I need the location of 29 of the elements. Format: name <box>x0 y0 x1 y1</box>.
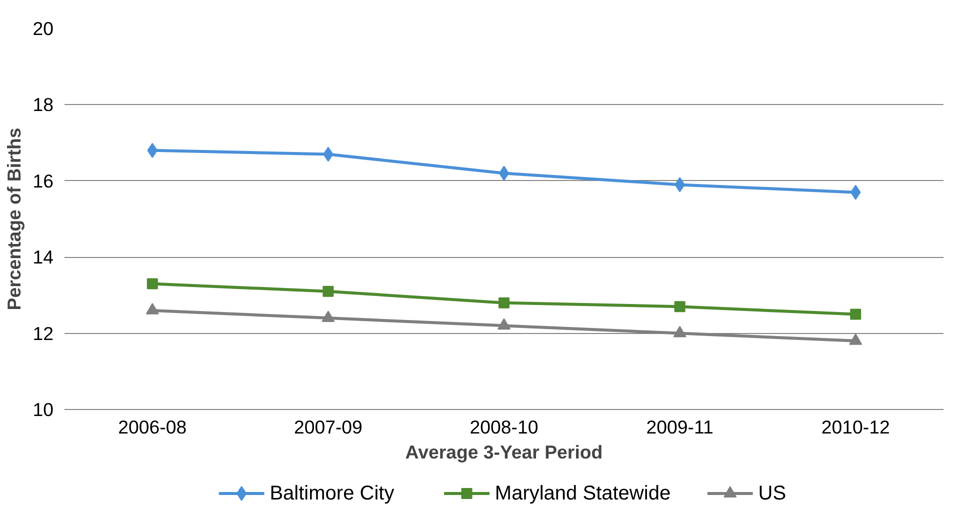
y-axis-title: Percentage of Births <box>4 128 25 310</box>
point <box>498 166 510 181</box>
y-tick-label: 14 <box>32 246 54 268</box>
point <box>498 297 510 308</box>
legend-label: US <box>758 482 786 504</box>
point <box>322 310 335 322</box>
point <box>146 278 158 290</box>
point <box>498 318 510 330</box>
point <box>850 308 862 320</box>
point <box>673 326 686 338</box>
y-tick-label: 10 <box>32 399 54 420</box>
point <box>146 303 159 314</box>
x-tick-label: 2010-12 <box>821 416 890 438</box>
y-tick-label: 18 <box>32 94 54 116</box>
legend-label: Maryland Statewide <box>494 482 671 504</box>
point <box>322 286 334 297</box>
y-tick-label: 20 <box>32 18 54 39</box>
x-axis-title: Average 3-Year Period <box>405 442 603 462</box>
point <box>147 142 158 158</box>
y-tick-label: 12 <box>32 322 54 344</box>
x-tick-label: 2006-08 <box>118 416 187 438</box>
x-tick-label: 2008-10 <box>470 416 538 438</box>
point <box>850 184 861 200</box>
point <box>849 333 862 345</box>
point <box>674 301 686 312</box>
legend-label: Baltimore City <box>270 482 394 504</box>
x-tick-label: 2007-09 <box>294 416 362 438</box>
y-tick-label: 16 <box>32 170 54 192</box>
x-tick-label: 2009-11 <box>646 416 714 438</box>
